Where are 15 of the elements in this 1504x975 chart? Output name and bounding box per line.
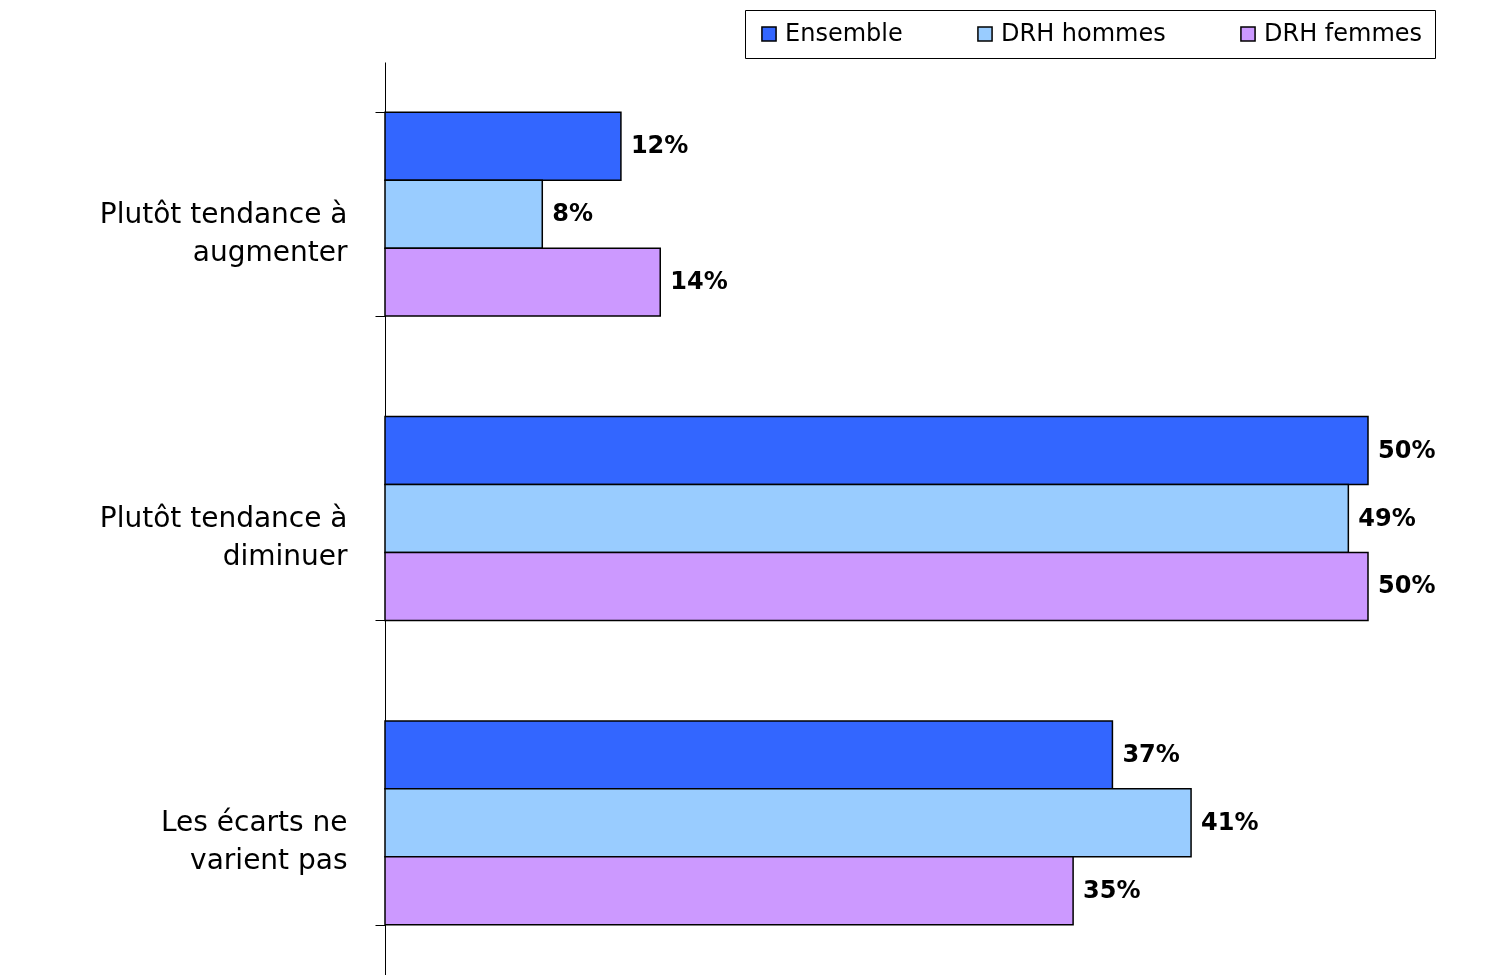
data-label: 49% [1358, 503, 1416, 532]
data-label: 8% [552, 199, 594, 228]
y-tick-label: Les écarts ne varient pas [160, 805, 348, 877]
data-label: 35% [1083, 875, 1141, 904]
data-label: 12% [630, 131, 689, 160]
y-tick-label: Plutôt tendance à diminuer [99, 501, 348, 572]
data-label: 37% [1122, 739, 1180, 768]
data-label: 50% [1378, 435, 1436, 464]
data-label: 41% [1201, 807, 1259, 836]
legend-label: DRH hommes [1001, 19, 1166, 47]
legend-label: Ensemble [785, 19, 903, 47]
y-tick-label: Plutôt tendance à augmenter [99, 196, 348, 268]
data-label: 14% [670, 267, 728, 296]
legend-label: DRH femmes [1264, 19, 1423, 47]
data-label: 50% [1378, 571, 1436, 600]
